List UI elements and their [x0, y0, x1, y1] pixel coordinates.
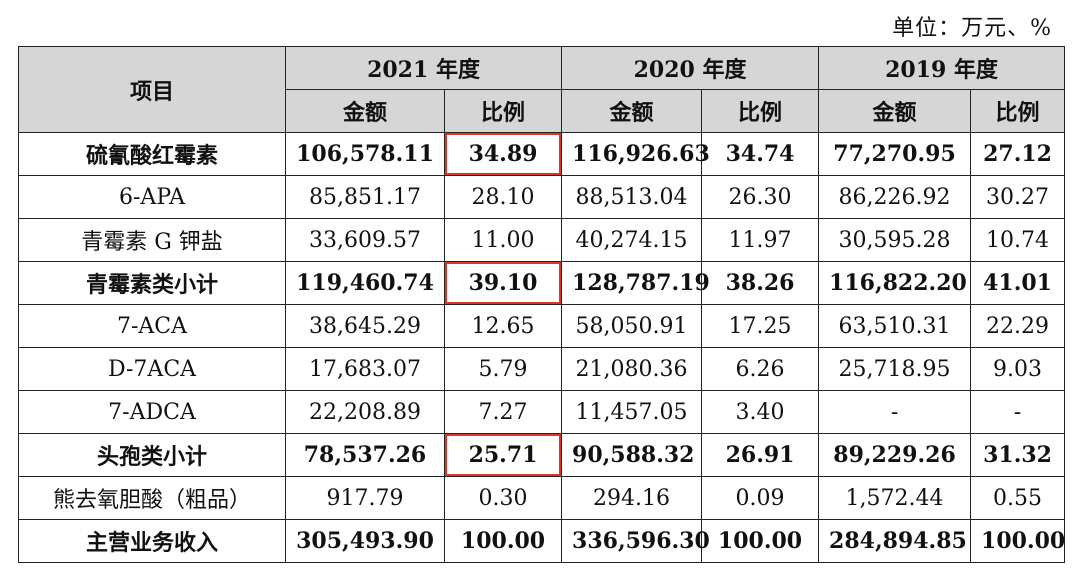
header-ratio: 比例 [443, 89, 563, 133]
cell-ratio-2020: 26.91 [701, 433, 820, 477]
table-body: 硫氰酸红霉素 106,578.11 34.89 116,926.63 34.74 77,2… [18, 132, 1066, 563]
cell-amount-2020: 40,274.15 [561, 218, 703, 262]
table-row: D-7ACA 17,683.07 5.79 21,080.36 6.26 25,718.9… [18, 347, 1066, 391]
cell-amount-2021: 119,460.74 [285, 261, 445, 305]
cell-amount-2021: 33,609.57 [285, 218, 445, 262]
cell-amount-2020: 128,787.19 [561, 261, 710, 305]
table-row: 7-ADCA 22,208.89 7.27 11,457.05 3.40- - [18, 390, 1066, 434]
cell-amount-2021: 38,645.29 [285, 304, 445, 348]
header-amount: 金额 [561, 89, 703, 133]
cell-amount-2020: 116,926.63 [561, 132, 710, 176]
cell-ratio-2021: 11.00 [443, 218, 563, 262]
table-row: 硫氰酸红霉素 106,578.11 34.89 116,926.63 34.74 77,2… [18, 132, 1066, 176]
cell-amount-2021: 78,537.26 [285, 433, 445, 477]
header-year-2020: 2020 年度 [561, 46, 820, 90]
cell-ratio-2021: 34.89 [443, 132, 563, 176]
row-label: 青霉素类小计 [18, 261, 286, 305]
cell-amount-2019: 86,226.92 [818, 175, 972, 219]
cell-amount-2019: 30,595.28 [818, 218, 972, 262]
cell-amount-2020: 294.16 [561, 476, 703, 520]
row-label: 7-ACA [18, 304, 286, 348]
cell-amount-2020: 21,080.36 [561, 347, 703, 391]
cell-ratio-2020: 11.97 [701, 218, 820, 262]
header-year-2021: 2021 年度 [284, 46, 563, 90]
row-label: 硫氰酸红霉素 [18, 132, 286, 176]
cell-amount-2021: 305,493.90 [285, 519, 445, 563]
cell-ratio-2019: 10.74 [970, 218, 1066, 262]
cell-ratio-2021: 39.10 [443, 261, 563, 305]
header-amount: 金额 [285, 89, 445, 133]
header-ratio: 比例 [970, 89, 1066, 133]
unit-label: 单位：万元、% [892, 16, 1052, 41]
cell-ratio-2021: 12.65 [443, 304, 563, 348]
table-row: 头孢类小计 78,537.26 25.71 90,588.32 26.91 89,229.… [18, 433, 1066, 477]
cell-ratio-2019: 30.27 [970, 175, 1066, 219]
row-label: 熊去氧胆酸（粗品） [18, 476, 286, 520]
table-row: 6-APA 85,851.17 28.10 88,513.04 26.30 86,226.… [18, 175, 1066, 219]
cell-ratio-2019: 100.00 [970, 519, 1065, 563]
table-header: 项目 2021 年度 2020 年度 2019 年度 金额 比例 金额 比例 金… [18, 46, 1066, 133]
cell-amount-2019: - [818, 390, 972, 434]
cell-ratio-2020: 34.74 [701, 132, 820, 176]
cell-amount-2021: 106,578.11 [285, 132, 445, 176]
cell-ratio-2020: 0.09 [701, 476, 820, 520]
cell-ratio-2020: 100.00 [701, 519, 820, 563]
cell-ratio-2020: 38.26 [701, 261, 820, 305]
cell-amount-2020: 88,513.04 [561, 175, 703, 219]
cell-ratio-2020: 3.40 [701, 390, 820, 434]
table-row: 熊去氧胆酸（粗品） 917.79 0.30 294.16 0.09 1,572.44 0.5… [18, 476, 1066, 520]
cell-amount-2019: 77,270.95 [818, 132, 972, 176]
cell-ratio-2019: 0.55 [970, 476, 1066, 520]
cell-ratio-2021: 7.27 [443, 390, 563, 434]
row-label: 6-APA [18, 175, 286, 219]
cell-ratio-2021: 25.71 [443, 433, 563, 477]
cell-amount-2019: 116,822.20 [818, 261, 972, 305]
cell-amount-2019: 25,718.95 [818, 347, 972, 391]
cell-ratio-2021: 100.00 [443, 519, 563, 563]
header-amount: 金额 [818, 89, 972, 133]
cell-amount-2020: 58,050.91 [561, 304, 703, 348]
cell-ratio-2021: 0.30 [443, 476, 563, 520]
table-row: 主营业务收入 305,493.90 100.00 336,596.30 100.00 28… [18, 519, 1065, 563]
cell-amount-2019: 89,229.26 [818, 433, 972, 477]
header-year-2019: 2019 年度 [818, 46, 1066, 90]
cell-ratio-2020: 17.25 [701, 304, 820, 348]
header-item: 项目 [18, 46, 286, 133]
cell-ratio-2019: 31.32 [970, 433, 1066, 477]
cell-amount-2021: 17,683.07 [285, 347, 445, 391]
cell-amount-2020: 336,596.30 [561, 519, 710, 563]
cell-ratio-2021: 28.10 [443, 175, 563, 219]
cell-amount-2019: 1,572.44 [818, 476, 972, 520]
table-row: 青霉素 G 钾盐 33,609.57 11.00 40,274.15 11.97 30,5… [18, 218, 1066, 262]
cell-amount-2021: 917.79 [285, 476, 445, 520]
revenue-table: 项目 2021 年度 2020 年度 2019 年度 金额 比例 金额 比例 金… [18, 46, 1065, 563]
cell-ratio-2019: - [970, 390, 1066, 434]
header-ratio: 比例 [701, 89, 820, 133]
cell-ratio-2021: 5.79 [443, 347, 563, 391]
cell-amount-2019: 63,510.31 [818, 304, 972, 348]
cell-ratio-2019: 22.29 [970, 304, 1066, 348]
cell-ratio-2019: 27.12 [970, 132, 1066, 176]
row-label: 主营业务收入 [18, 519, 286, 563]
cell-ratio-2019: 41.01 [970, 261, 1066, 305]
row-label: 青霉素 G 钾盐 [18, 218, 286, 262]
cell-ratio-2020: 26.30 [701, 175, 820, 219]
table-row: 7-ACA 38,645.29 12.65 58,050.91 17.25 63,510.… [18, 304, 1066, 348]
cell-ratio-2019: 9.03 [970, 347, 1066, 391]
cell-amount-2020: 11,457.05 [561, 390, 703, 434]
cell-amount-2021: 85,851.17 [285, 175, 445, 219]
table-row: 青霉素类小计 119,460.74 39.10 128,787.19 38.26 116,… [18, 261, 1066, 305]
cell-amount-2019: 284,894.85 [818, 519, 972, 563]
cell-ratio-2020: 6.26 [701, 347, 820, 391]
cell-amount-2021: 22,208.89 [285, 390, 445, 434]
row-label: 头孢类小计 [18, 433, 286, 477]
cell-amount-2020: 90,588.32 [561, 433, 703, 477]
row-label: D-7ACA [18, 347, 286, 391]
row-label: 7-ADCA [18, 390, 286, 434]
